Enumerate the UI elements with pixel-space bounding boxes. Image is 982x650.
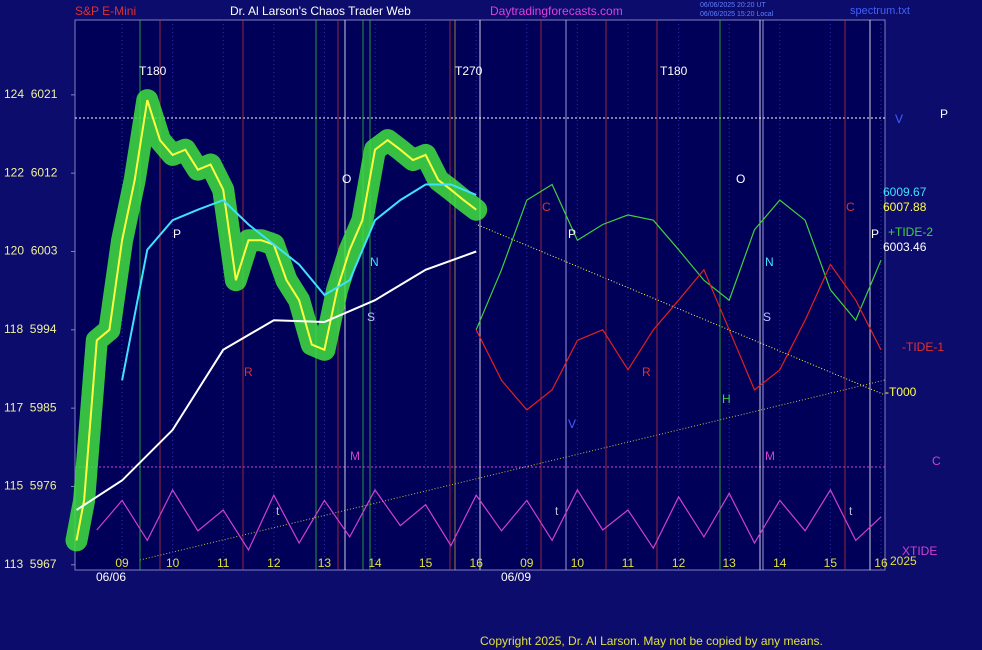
annotation: O [736,172,745,186]
annotation: R [642,365,651,379]
date-label: 06/09 [501,570,531,584]
annotation: T180 [660,64,688,78]
x-tick-label: 16 [470,556,484,570]
annotation: t [849,504,853,518]
right-label: P [940,107,948,121]
series-line [96,488,882,552]
y-tick-label: 117 5985 [4,400,57,414]
y-tick-label: 115 5976 [4,479,57,493]
annotation: N [370,255,379,269]
y-tick-label: 120 6003 [4,244,58,258]
chart-title: Dr. Al Larson's Chaos Trader Web [230,4,411,18]
y-tick-label: 118 5994 [4,322,57,336]
series-line [475,263,882,411]
right-label: XTIDE [902,544,937,558]
instrument: S&P E-Mini [75,4,136,18]
site: Daytradingforecasts.com [490,4,623,18]
annotation: S [367,310,375,324]
annotation: M [765,449,775,463]
x-tick-label: 11 [622,556,635,570]
x-tick-label: 10 [166,556,180,570]
timestamp: 06/06/2025 20:20 UT [700,2,766,9]
x-tick-label: 11 [217,556,230,570]
annotation: O [342,172,351,186]
right-label: C [932,454,941,468]
copyright: Copyright 2025, Dr. Al Larson. May not b… [480,634,823,648]
annotation: V [895,112,903,126]
x-tick-label: 15 [824,556,838,570]
right-label: -TIDE-1 [902,340,944,354]
annotation: S [763,310,771,324]
annotation: M [350,449,360,463]
series-line [475,183,882,331]
annotation: T270 [455,64,483,78]
annotation: t [276,504,280,518]
right-label: 6009.67 [883,185,927,199]
annotation: C [846,200,855,214]
x-tick-label: 12 [672,556,686,570]
y-tick-label: 113 5967 [4,557,57,571]
right-label: +TIDE-2 [888,225,933,239]
series-line [75,250,477,511]
series-line [121,183,477,381]
annotation: t [555,504,559,518]
file-name: spectrum.txt [850,5,910,17]
x-tick-label: 13 [722,556,736,570]
x-tick-label: 16 [874,556,888,570]
date-label: 06/06 [96,570,126,584]
annotation: T180 [139,64,167,78]
annotation: P [568,227,576,241]
annotation: C [542,200,551,214]
annotation: P [173,227,181,241]
x-tick-label: 14 [368,556,382,570]
right-label: 6003.46 [883,240,927,254]
right-label: 6007.88 [883,200,927,214]
annotation: P [871,227,879,241]
annotation: R [244,365,253,379]
annotation: H [722,392,731,406]
x-tick-label: 09 [520,556,534,570]
x-tick-label: 10 [571,556,585,570]
y-tick-label: 122 6012 [4,165,58,179]
x-tick-label: 09 [115,556,129,570]
y-tick-label: 124 6021 [4,87,58,101]
x-tick-label: 15 [419,556,433,570]
year-label: 2025 [890,554,917,568]
annotation: V [568,417,576,431]
x-tick-label: 13 [318,556,332,570]
annotation: N [765,255,774,269]
x-tick-label: 12 [267,556,281,570]
x-tick-label: 14 [773,556,787,570]
timestamp: 06/06/2025 15:20 Local [700,11,774,18]
right-label: -T000 [885,385,917,399]
